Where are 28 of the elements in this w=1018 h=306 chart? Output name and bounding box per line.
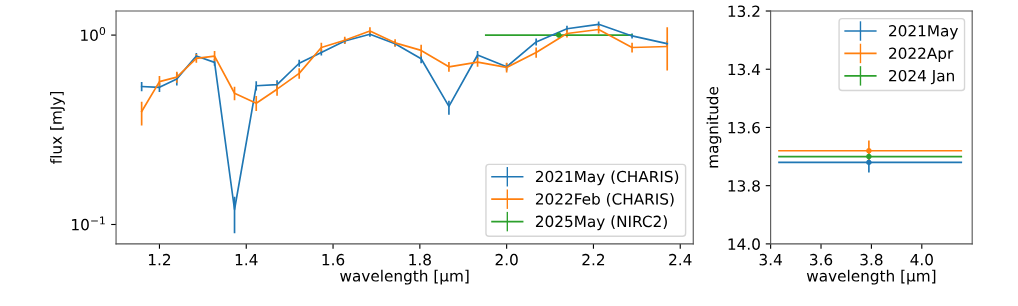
y-tick-label: 10$^{0}$ [81,26,106,41]
x-tick-label: 3.4 [759,253,782,266]
y-tick-label: 13.8 [728,180,760,192]
x-tick-label: 4.0 [910,253,933,266]
x-tick-label: 1.2 [148,253,171,266]
legend-label: 2025May (NIRC2) [535,215,667,231]
x-axis-title: wavelength [μm] [340,269,469,285]
x-tick-label: 2.4 [669,253,692,266]
x-tick-label: 3.6 [810,253,833,266]
legend-label: 2022Apr [889,47,954,62]
y-tick-label: 13.4 [728,63,761,76]
y-axis-title: magnitude [706,86,722,168]
x-tick-label: 2.2 [582,253,605,266]
x-tick-label: 1.6 [322,253,345,266]
x-tick-label: 2.0 [495,253,518,266]
legend-label: 2021May (CHARIS) [535,170,679,186]
x-tick-label: 1.4 [235,254,258,266]
x-axis-title: wavelength [μm] [806,269,936,285]
y-tick-label: 10$^{−1}$ [72,216,105,231]
y-tick-label: 14.0 [728,238,760,250]
x-tick-label: 1.8 [409,253,431,266]
y-tick-label: 13.6 [728,121,760,134]
legend-label: 2022Feb (CHARIS) [535,192,674,207]
legend-label: 2024 Jan [889,69,954,85]
y-tick-label: 13.2 [728,5,760,18]
x-tick-label: 3.8 [860,253,883,266]
y-axis-title: flux [mJy] [50,91,65,164]
legend-label: 2021May [889,25,958,40]
